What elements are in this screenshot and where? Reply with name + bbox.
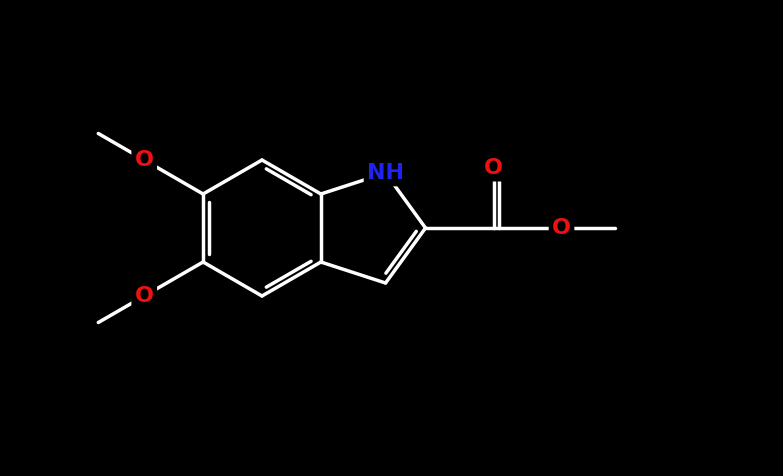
Text: O: O: [135, 286, 153, 306]
Text: O: O: [552, 218, 571, 238]
Text: NH: NH: [367, 163, 404, 183]
Text: O: O: [484, 158, 503, 178]
Text: O: O: [135, 150, 153, 170]
